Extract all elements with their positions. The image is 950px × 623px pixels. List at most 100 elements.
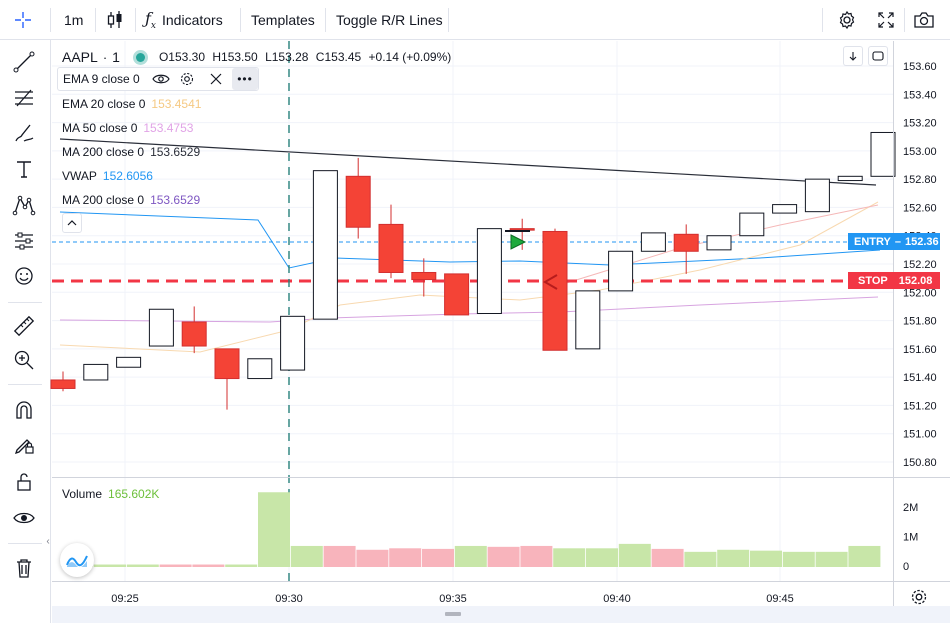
toolbar-divider: [50, 8, 51, 32]
magnet-icon[interactable]: [10, 396, 38, 424]
volume-bar: [454, 545, 487, 567]
more-options-icon[interactable]: •••: [232, 68, 258, 90]
collapse-pane-button[interactable]: [843, 46, 863, 66]
fib-retracement-icon[interactable]: [10, 84, 38, 112]
candle-up: [280, 315, 306, 371]
volume-label: Volume: [62, 487, 103, 501]
symbol-name: AAPL: [62, 49, 98, 65]
ema9-label: EMA 9 close 0: [63, 72, 140, 86]
toolbar-divider: [8, 543, 42, 544]
candle-up: [247, 358, 273, 380]
candle-down: [214, 348, 240, 380]
ema20-value: 153.4541: [151, 97, 202, 111]
volume-legend[interactable]: Volume 165.602K: [62, 487, 159, 501]
price-tick-label: 153.60: [903, 61, 937, 73]
eye-icon[interactable]: [10, 504, 38, 532]
time-axis-settings-icon[interactable]: [909, 587, 929, 612]
ema9-legend-box[interactable]: EMA 9 close 0 •••: [57, 67, 259, 91]
prediction-tools-icon[interactable]: [10, 227, 38, 255]
entry-price-tag: ENTRY – 152.36: [848, 233, 940, 250]
candle-down: [509, 228, 535, 231]
top-toolbar: 1m ƒx Indicators Templates Toggle R/R Li…: [0, 0, 950, 40]
volume-bar: [126, 564, 159, 567]
zoom-in-icon[interactable]: [10, 346, 38, 374]
trend-line-icon[interactable]: [10, 48, 38, 76]
candle-down: [378, 223, 404, 273]
candle-up: [870, 131, 896, 177]
camera-icon[interactable]: [912, 0, 936, 40]
toolbar-divider: [325, 8, 326, 32]
text-tool-icon[interactable]: [10, 155, 38, 183]
settings-gear-icon[interactable]: [835, 0, 859, 40]
ruler-icon[interactable]: [10, 312, 38, 340]
candle-up: [476, 228, 502, 314]
volume-tick-label: 2M: [903, 502, 918, 514]
stop-price: 152.08: [898, 274, 933, 287]
ma50-label: MA 50 close 0: [62, 121, 138, 135]
fullscreen-icon[interactable]: [875, 0, 897, 40]
ma50-legend[interactable]: MA 50 close 0 153.4753: [62, 121, 193, 135]
interval-button[interactable]: 1m: [64, 12, 84, 28]
candle-up: [608, 250, 634, 292]
collapse-sidebar-handle[interactable]: ‹: [46, 535, 50, 547]
brush-icon[interactable]: [10, 119, 38, 147]
candle-up: [739, 212, 765, 237]
eye-icon[interactable]: [152, 71, 170, 92]
chevron-up-icon: [67, 220, 77, 226]
candle-up: [804, 178, 830, 213]
trash-icon[interactable]: [10, 554, 38, 582]
volume-bar: [618, 543, 651, 567]
toggle-rr-lines-button[interactable]: Toggle R/R Lines: [336, 12, 443, 28]
ohlc-values: O153.30 H153.50 L153.28 C153.45 +0.14 (+…: [158, 50, 452, 64]
symbol-legend[interactable]: AAPL · 1 O153.30 H153.50 L153.28 C153.45…: [62, 49, 451, 65]
crosshair-menu-icon[interactable]: [0, 0, 46, 40]
trade-markers: [505, 230, 558, 290]
tag-separator: –: [894, 235, 901, 248]
vwap-legend[interactable]: VWAP 152.6056: [62, 169, 153, 183]
toolbar-divider: [135, 8, 136, 32]
horizontal-scrollbar: [52, 606, 950, 623]
tradingview-logo[interactable]: [60, 543, 94, 577]
pattern-icon[interactable]: [10, 191, 38, 219]
stop-price-tag: STOP 152.08: [848, 272, 940, 289]
volume-tick-label: 0: [903, 561, 909, 573]
indicators-button[interactable]: ƒx Indicators: [145, 0, 223, 40]
vwap-label: VWAP: [62, 169, 97, 183]
volume-bar: [258, 492, 290, 567]
candle-style-icon[interactable]: [106, 0, 130, 40]
candle-down: [444, 273, 470, 316]
ma200-legend-b[interactable]: MA 200 close 0 153.6529: [62, 193, 200, 207]
volume-bar: [520, 545, 553, 567]
symbol-interval: 1: [112, 49, 120, 65]
volume-bar: [94, 564, 126, 567]
risk-reward-lines: [52, 41, 848, 581]
ma200-line: [59, 138, 877, 186]
toolbar-divider: [95, 8, 96, 32]
ema20-legend[interactable]: EMA 20 close 0 153.4541: [62, 97, 201, 111]
candle-down: [673, 233, 699, 252]
volume-bar: [389, 548, 422, 567]
scrollbar-grip: [445, 612, 461, 616]
candle-up: [640, 232, 666, 252]
ma200-legend-a[interactable]: MA 200 close 0 153.6529: [62, 145, 200, 159]
lock-drawing-pencil-icon[interactable]: [10, 431, 38, 459]
collapse-legend-button[interactable]: [62, 213, 82, 233]
templates-button[interactable]: Templates: [251, 12, 315, 28]
toolbar-divider: [8, 302, 42, 303]
emoji-icon[interactable]: [10, 262, 38, 290]
arrow-down-icon: [849, 52, 857, 61]
price-tick-label: 150.80: [903, 457, 937, 469]
settings-gear-icon[interactable]: [179, 71, 195, 92]
stop-label: STOP: [858, 274, 888, 287]
ma200b-label: MA 200 close 0: [62, 193, 145, 207]
close-icon[interactable]: [209, 72, 223, 91]
candle-down: [411, 271, 437, 281]
volume-bar: [651, 548, 684, 567]
volume-bar: [586, 548, 618, 567]
ema20-label: EMA 20 close 0: [62, 97, 146, 111]
price-tick-label: 151.80: [903, 316, 937, 328]
maximize-pane-button[interactable]: [868, 46, 888, 66]
unlock-icon[interactable]: [10, 468, 38, 496]
volume-bar: [848, 545, 881, 567]
